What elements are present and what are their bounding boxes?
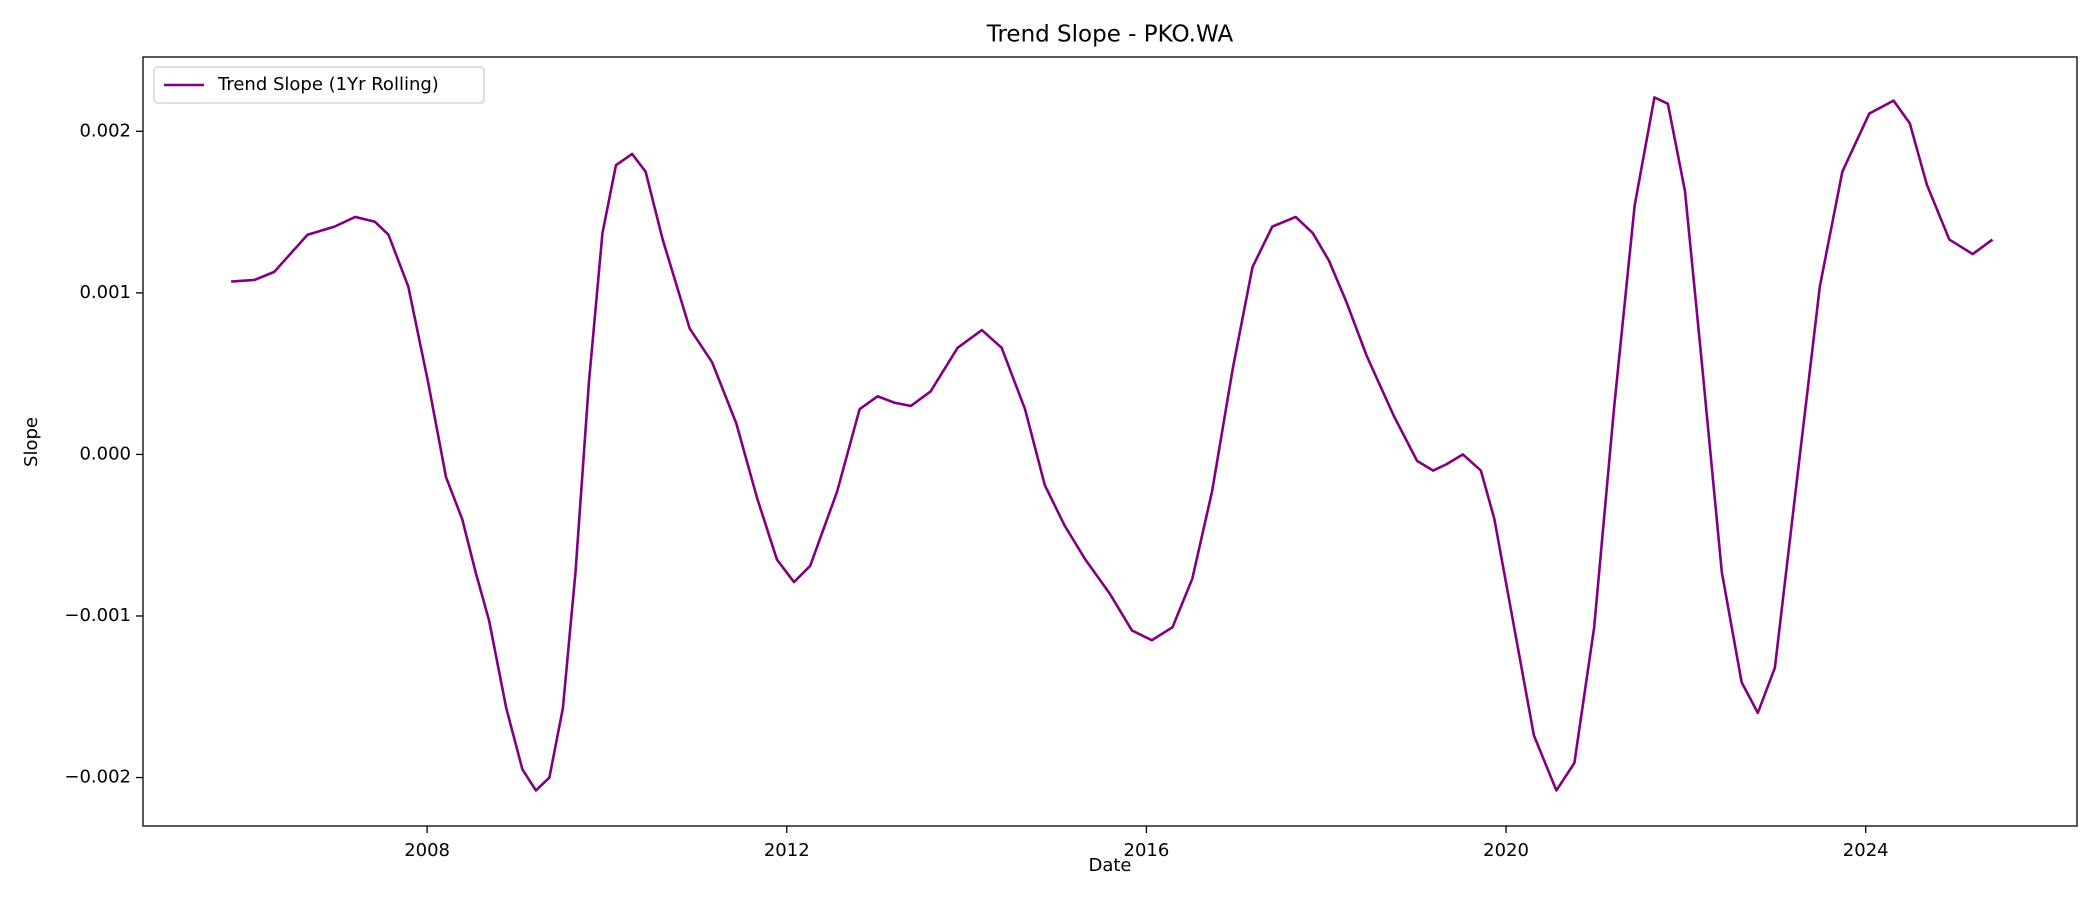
- legend-label: Trend Slope (1Yr Rolling): [217, 74, 439, 95]
- y-tick-label: 0.000: [79, 443, 131, 464]
- y-tick-label: 0.002: [79, 120, 131, 141]
- data-line: [231, 96, 1994, 792]
- x-tick-label: 2012: [764, 840, 810, 861]
- x-tick-label: 2024: [1843, 840, 1889, 861]
- x-tick-label: 2016: [1124, 840, 1170, 861]
- plot-frame: [142, 56, 2078, 827]
- y-tick-label: −0.002: [64, 767, 131, 788]
- x-tick-label: 2008: [404, 840, 450, 861]
- x-tick-label: 2020: [1483, 840, 1529, 861]
- y-tick-label: −0.001: [64, 605, 131, 626]
- x-axis-label: Date: [1088, 855, 1131, 876]
- legend-box: [153, 66, 485, 104]
- chart-title: Trend Slope - PKO.WA: [986, 22, 1234, 48]
- y-axis-label: Slope: [21, 417, 42, 467]
- y-tick-label: 0.001: [79, 282, 131, 303]
